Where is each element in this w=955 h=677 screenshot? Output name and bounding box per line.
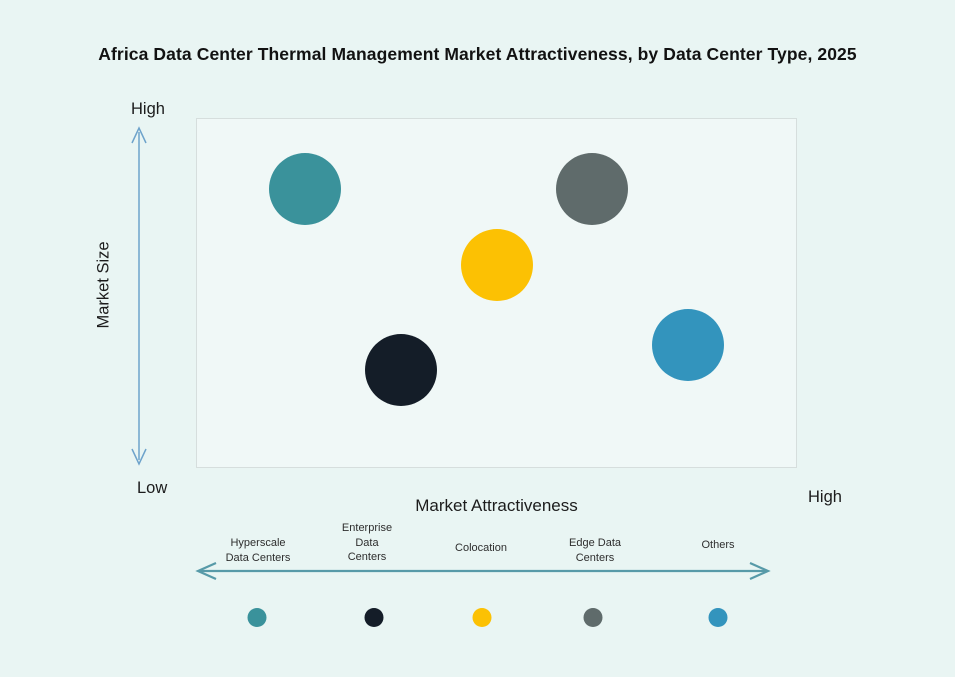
bubble-colocation [460, 229, 533, 302]
bubble-enterprise-data-centers [364, 333, 437, 406]
y-axis-high-label: High [131, 100, 165, 118]
legend-dot-enterprise [364, 608, 384, 627]
bubble-others [652, 309, 725, 382]
legend-item-edge-label: Edge Data Centers [569, 537, 621, 564]
legend-item-others-label: Others [701, 539, 735, 551]
y-axis-arrow [131, 126, 147, 466]
chart-title: Africa Data Center Thermal Management Ma… [98, 44, 857, 64]
y-axis-low-label: Low [137, 479, 168, 497]
legend-dot-edge [583, 608, 603, 627]
y-axis-label: Market Size [94, 241, 113, 329]
legend-item-colocation-label: Colocation [455, 542, 507, 554]
plot-area [196, 118, 797, 468]
legend-dot-hyperscale [247, 608, 267, 627]
legend-item-enterprise-label: Enterprise Data Centers [341, 522, 393, 563]
bubble-edge-data-centers [556, 152, 629, 225]
x-axis-label: Market Attractiveness [415, 496, 578, 515]
legend-dot-colocation [472, 608, 492, 627]
bubble-hyperscale-data-centers [268, 152, 341, 225]
legend-item-hyperscale-label: Hyperscale Data Centers [225, 537, 291, 564]
legend-axis-arrow [195, 561, 771, 581]
legend-dot-others [708, 608, 728, 627]
x-axis-high-label: High [808, 488, 842, 506]
